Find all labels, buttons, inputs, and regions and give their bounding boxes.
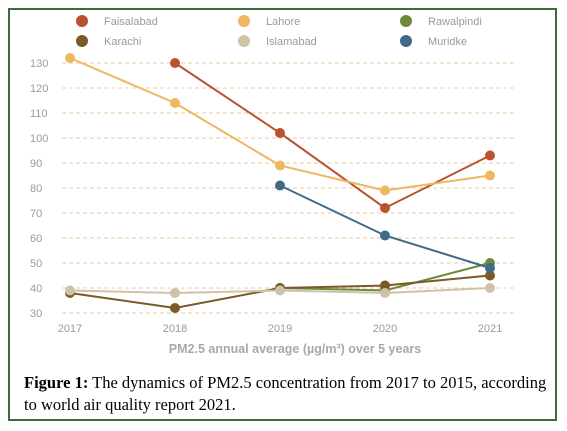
x-axis-label: PM2.5 annual average (µg/m³) over 5 year… bbox=[169, 342, 421, 356]
series-line-muridke bbox=[279, 184, 491, 269]
y-tick-label-120: 120 bbox=[30, 83, 48, 95]
data-point-lahore-2019 bbox=[275, 160, 285, 171]
series-muridke bbox=[275, 180, 495, 273]
series-line-lahore bbox=[69, 57, 491, 192]
y-tick-label-50: 50 bbox=[30, 258, 42, 270]
y-tick-label-90: 90 bbox=[30, 158, 42, 170]
data-point-faisalabad-2021 bbox=[485, 150, 495, 161]
y-tick-label-80: 80 bbox=[30, 183, 42, 195]
caption-text: The dynamics of PM2.5 concentration from… bbox=[24, 373, 547, 414]
x-tick-label-2017: 2017 bbox=[58, 323, 82, 335]
data-point-islamabad-2020 bbox=[380, 288, 390, 298]
data-point-karachi-2018 bbox=[170, 303, 180, 313]
y-tick-label-30: 30 bbox=[30, 308, 42, 320]
series-lahore bbox=[65, 53, 495, 196]
caption-label: Figure 1: bbox=[24, 373, 89, 392]
series-line-faisalabad bbox=[174, 62, 491, 210]
data-point-lahore-2017 bbox=[65, 53, 75, 63]
legend-marker-islamabad bbox=[238, 35, 250, 47]
data-point-islamabad-2018 bbox=[170, 288, 180, 298]
grid-layer bbox=[62, 62, 515, 314]
data-point-lahore-2020 bbox=[380, 185, 390, 196]
series-islamabad bbox=[65, 283, 495, 298]
data-point-faisalabad-2020 bbox=[380, 203, 390, 213]
y-tick-label-130: 130 bbox=[30, 58, 48, 70]
data-point-lahore-2018 bbox=[170, 98, 180, 108]
legend-label-karachi: Karachi bbox=[104, 36, 141, 48]
legend-marker-lahore bbox=[238, 15, 250, 27]
legend-item-lahore: Lahore bbox=[238, 15, 300, 28]
legend-marker-rawalpindi bbox=[400, 15, 412, 27]
legend-label-rawalpindi: Rawalpindi bbox=[428, 16, 482, 28]
data-point-karachi-2020 bbox=[380, 280, 390, 291]
y-tick-label-70: 70 bbox=[30, 208, 42, 220]
legend-marker-faisalabad bbox=[76, 15, 88, 27]
data-point-lahore-2021 bbox=[485, 170, 495, 181]
y-tick-label-110: 110 bbox=[30, 108, 48, 120]
data-point-faisalabad-2019 bbox=[275, 128, 285, 138]
x-tick-label-2018: 2018 bbox=[163, 323, 187, 335]
x-tick-label-2020: 2020 bbox=[373, 323, 397, 335]
data-point-islamabad-2017 bbox=[65, 285, 75, 296]
data-point-muridke-2021 bbox=[485, 263, 495, 273]
data-point-islamabad-2021 bbox=[485, 283, 495, 293]
legend-item-muridke: Muridke bbox=[400, 35, 467, 48]
series-layer bbox=[65, 53, 495, 313]
figure-caption: Figure 1: The dynamics of PM2.5 concentr… bbox=[24, 372, 554, 416]
legend-label-lahore: Lahore bbox=[266, 16, 300, 28]
legend-item-islamabad: Islamabad bbox=[238, 35, 317, 48]
axis-layer: 30 40 50 60 70 80 90 100 110 120 130 2017 2018 2019 20… bbox=[30, 58, 502, 335]
data-point-karachi-2021 bbox=[485, 270, 495, 281]
legend-item-rawalpindi: Rawalpindi bbox=[400, 15, 482, 28]
figure-frame bbox=[8, 8, 557, 421]
data-point-muridke-2019 bbox=[275, 180, 285, 191]
legend: Faisalabad Lahore Rawalpindi Karachi Islamab… bbox=[76, 15, 482, 48]
data-point-faisalabad-2018 bbox=[170, 58, 180, 68]
data-point-muridke-2020 bbox=[380, 230, 390, 241]
data-point-islamabad-2019 bbox=[275, 285, 285, 296]
legend-item-faisalabad: Faisalabad bbox=[76, 15, 158, 28]
series-faisalabad bbox=[170, 58, 495, 213]
x-tick-label-2021: 2021 bbox=[478, 323, 502, 335]
legend-marker-karachi bbox=[76, 35, 88, 47]
y-tick-label-60: 60 bbox=[30, 233, 42, 245]
legend-item-karachi: Karachi bbox=[76, 35, 141, 48]
legend-label-faisalabad: Faisalabad bbox=[104, 16, 158, 28]
legend-marker-muridke bbox=[400, 35, 412, 47]
x-tick-label-2019: 2019 bbox=[268, 323, 292, 335]
legend-label-muridke: Muridke bbox=[428, 36, 467, 48]
y-tick-label-100: 100 bbox=[30, 133, 48, 145]
y-tick-label-40: 40 bbox=[30, 283, 42, 295]
legend-label-islamabad: Islamabad bbox=[266, 36, 317, 48]
